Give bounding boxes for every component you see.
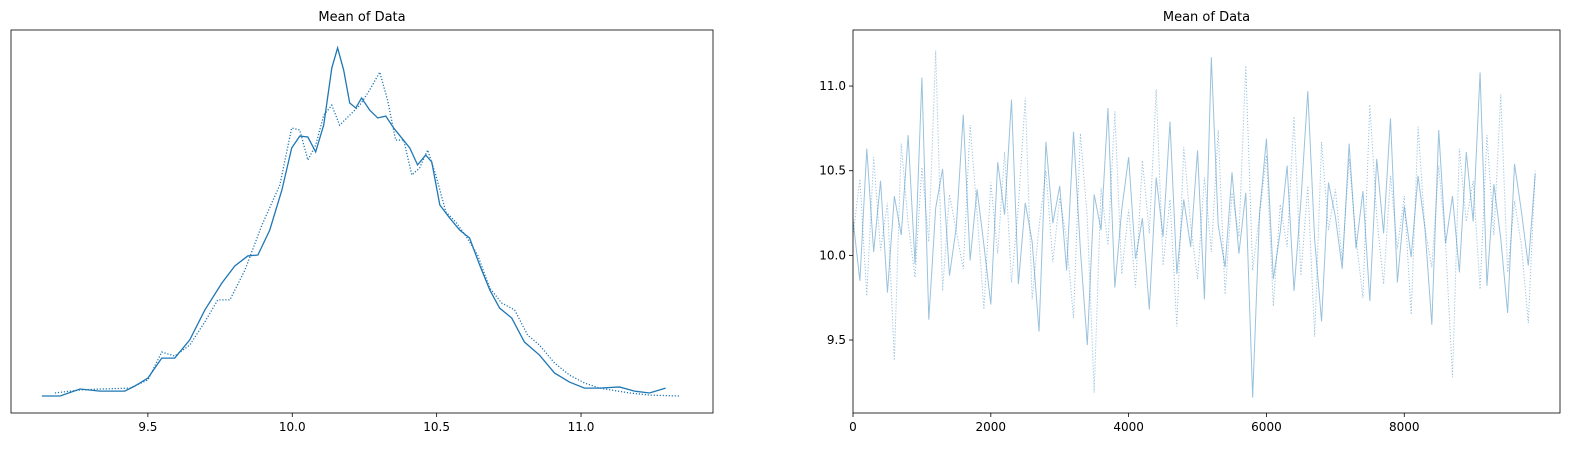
x-tick-label: 9.5 [138, 420, 157, 434]
y-tick-label: 9.5 [827, 333, 846, 347]
series-line [853, 50, 1536, 393]
y-tick-label: 10.5 [819, 164, 846, 178]
x-tick-label: 6000 [1251, 420, 1282, 434]
y-tick-label: 10.0 [819, 248, 846, 262]
series-line [41, 45, 666, 397]
x-tick-label: 10.5 [423, 420, 450, 434]
chart-title: Mean of Data [318, 10, 405, 25]
y-tick-label: 11.0 [819, 79, 846, 93]
series-line [853, 57, 1536, 398]
axes-frame [852, 29, 1561, 414]
x-tick-label: 0 [849, 420, 857, 434]
axes-frame [10, 29, 714, 414]
x-tick-label: 11.0 [568, 420, 595, 434]
chart-title: Mean of Data [1163, 10, 1250, 25]
series-line [54, 70, 680, 397]
x-tick-label: 4000 [1113, 420, 1144, 434]
x-tick-label: 8000 [1389, 420, 1420, 434]
x-tick-label: 2000 [976, 420, 1007, 434]
x-tick-label: 10.0 [279, 420, 306, 434]
